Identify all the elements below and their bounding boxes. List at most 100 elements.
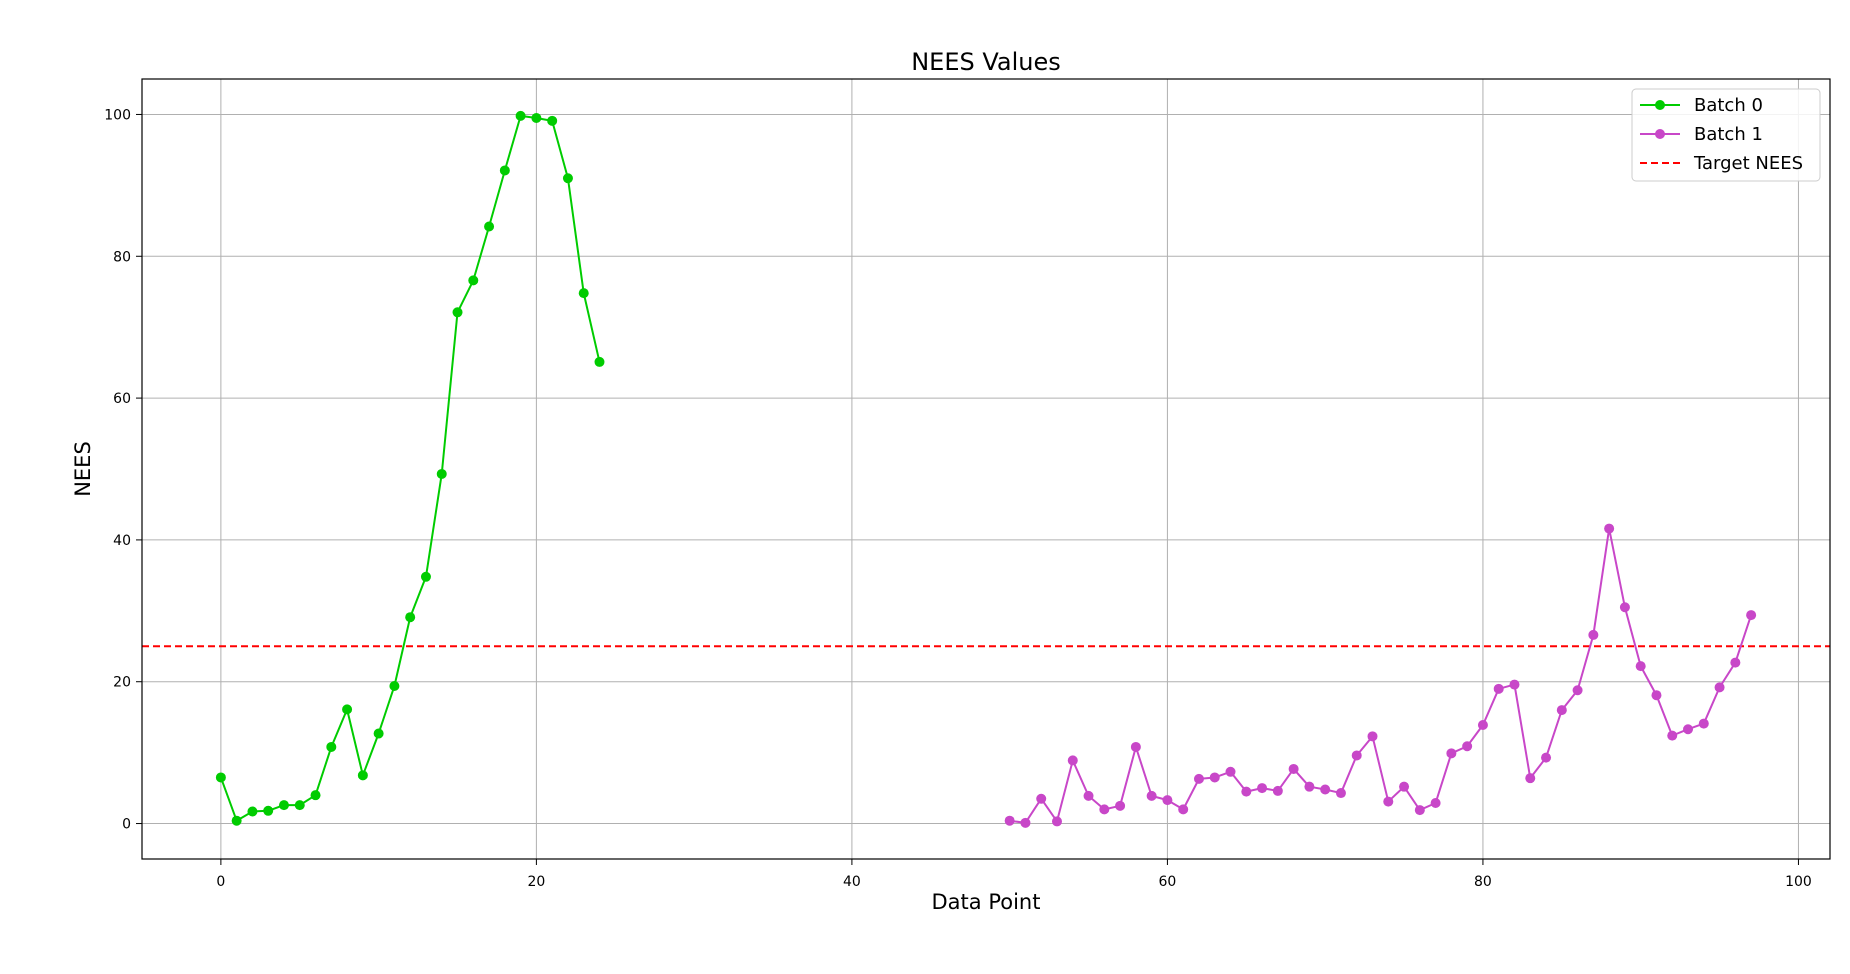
data-point xyxy=(405,612,416,623)
data-point xyxy=(594,356,605,367)
data-point xyxy=(1036,793,1047,804)
data-point xyxy=(1351,750,1362,761)
data-point xyxy=(1604,523,1615,534)
legend-label: Batch 1 xyxy=(1694,124,1763,145)
data-point xyxy=(1635,661,1646,672)
data-point xyxy=(1399,781,1410,792)
data-point xyxy=(1225,766,1236,777)
data-point xyxy=(499,165,510,176)
data-point xyxy=(531,113,542,123)
data-point xyxy=(1051,816,1062,827)
data-point xyxy=(1178,804,1189,815)
x-tick-label: 80 xyxy=(1474,874,1492,890)
y-tick-label: 80 xyxy=(113,249,131,265)
data-point xyxy=(1146,790,1157,801)
data-point xyxy=(1588,629,1599,640)
data-point xyxy=(1525,773,1536,784)
data-point xyxy=(1509,679,1520,690)
y-tick-label: 100 xyxy=(104,107,131,123)
legend: Batch 0 Batch 1 Target NEES xyxy=(1631,88,1821,182)
data-point xyxy=(547,115,558,126)
x-tick-label: 0 xyxy=(216,874,225,890)
data-point xyxy=(484,221,495,232)
data-point xyxy=(1714,682,1725,693)
data-point xyxy=(1099,804,1110,815)
data-point xyxy=(231,815,242,826)
data-point xyxy=(1541,752,1552,763)
data-point xyxy=(1257,783,1268,794)
data-point xyxy=(1162,795,1173,806)
grid xyxy=(142,79,1830,859)
data-point xyxy=(1430,797,1441,808)
data-point xyxy=(1572,685,1583,696)
data-point xyxy=(1083,790,1094,801)
axis-ticks: 0 20 40 60 80 100 0 20 40 60 80 100 xyxy=(104,107,1812,890)
chart-title: NEES Values xyxy=(911,48,1061,76)
data-point xyxy=(1683,724,1694,735)
y-tick-label: 60 xyxy=(113,391,131,407)
plot-frame xyxy=(141,78,1831,860)
data-point xyxy=(1651,690,1662,701)
data-point xyxy=(1414,805,1425,816)
data-point xyxy=(1272,785,1283,796)
data-point xyxy=(1698,718,1709,729)
data-point xyxy=(1730,657,1741,668)
data-point xyxy=(1367,731,1378,742)
data-point xyxy=(326,741,337,752)
data-point xyxy=(1241,786,1252,797)
data-point xyxy=(1020,817,1031,828)
data-point xyxy=(1446,748,1457,759)
data-point xyxy=(1746,610,1757,621)
data-point xyxy=(1619,602,1630,613)
data-point xyxy=(310,790,321,801)
data-point xyxy=(1209,772,1220,783)
data-series xyxy=(215,110,1757,828)
data-point xyxy=(1320,784,1331,795)
data-point xyxy=(468,275,479,286)
data-point xyxy=(1477,719,1488,730)
data-point xyxy=(1493,683,1504,694)
y-tick-label: 0 xyxy=(122,817,131,833)
data-point xyxy=(1304,781,1315,792)
data-point xyxy=(342,704,353,715)
y-tick-label: 20 xyxy=(113,675,131,691)
data-point xyxy=(1193,773,1204,784)
data-point xyxy=(1067,755,1078,766)
series-batch-0 xyxy=(215,110,605,826)
data-point xyxy=(562,173,573,184)
data-point xyxy=(389,680,400,691)
data-point xyxy=(357,770,368,781)
data-point xyxy=(452,307,463,318)
x-tick-label: 60 xyxy=(1159,874,1177,890)
data-point xyxy=(1288,763,1299,774)
y-tick-label: 40 xyxy=(113,533,131,549)
x-axis-title: Data Point xyxy=(932,890,1041,914)
series-line xyxy=(1009,527,1753,824)
data-point xyxy=(1556,705,1567,716)
legend-label: Batch 0 xyxy=(1694,95,1763,116)
data-point xyxy=(1130,741,1141,752)
series-batch-1 xyxy=(1004,523,1757,828)
x-tick-label: 100 xyxy=(1785,874,1812,890)
y-axis-title: NEES xyxy=(71,441,95,497)
x-tick-label: 40 xyxy=(843,874,861,890)
data-point xyxy=(215,772,226,783)
x-tick-label: 20 xyxy=(527,874,545,890)
data-point xyxy=(1115,800,1126,811)
data-point xyxy=(263,805,274,816)
data-point xyxy=(1335,788,1346,799)
legend-label: Target NEES xyxy=(1693,153,1803,174)
data-point xyxy=(1667,730,1678,741)
data-point xyxy=(1462,741,1473,752)
data-point xyxy=(420,571,431,582)
legend-swatch-marker xyxy=(1655,129,1665,139)
legend-box xyxy=(1631,88,1821,182)
data-point xyxy=(294,800,305,811)
data-point xyxy=(1004,815,1015,826)
data-point xyxy=(373,728,384,739)
data-point xyxy=(515,110,526,121)
data-point xyxy=(578,288,589,299)
legend-swatch-marker xyxy=(1655,100,1665,110)
